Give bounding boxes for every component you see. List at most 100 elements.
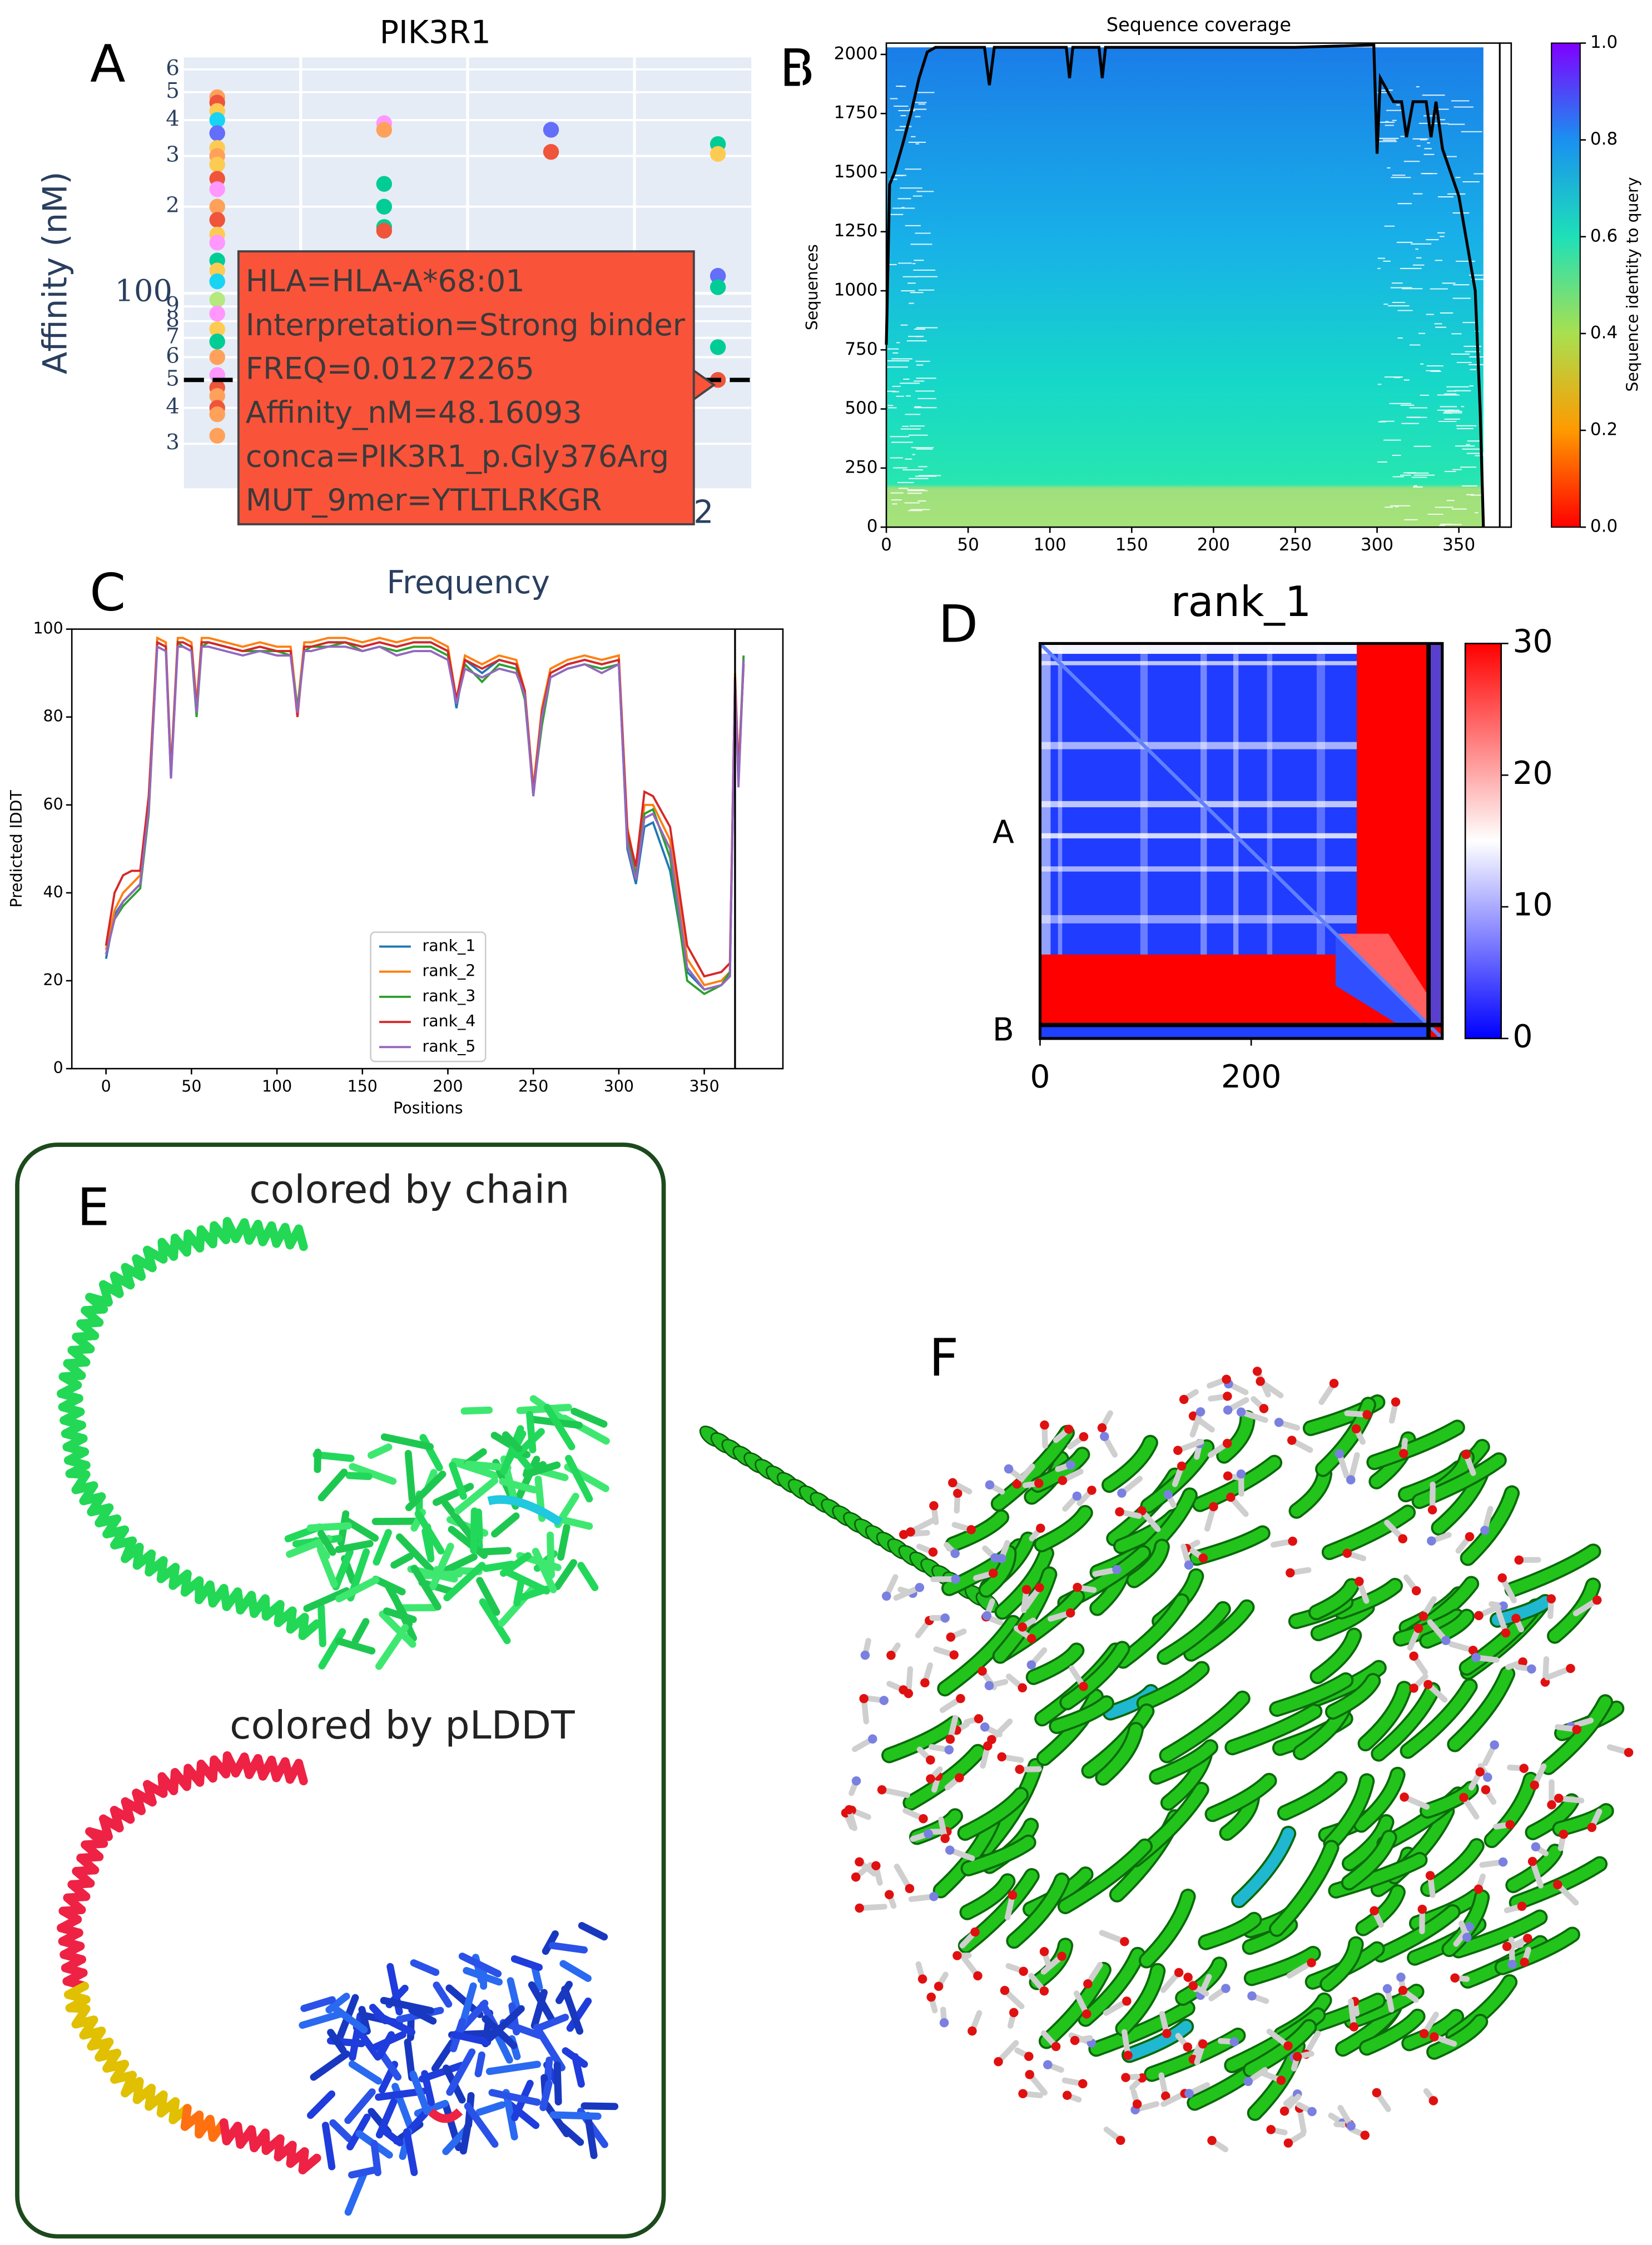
atom (1505, 1820, 1515, 1830)
tooltip-line: MUT_9mer=YTLTLRKGR (246, 483, 602, 518)
colorbar-tick-label: 1.0 (1590, 32, 1618, 52)
atom (940, 1613, 950, 1623)
y-tick-label: 2 (166, 193, 180, 218)
atom (1288, 1536, 1297, 1546)
domain-strand (560, 1516, 593, 1530)
ribbon (1194, 1457, 1281, 1510)
colorbar-tick-label: 30 (1512, 623, 1552, 660)
atom (1066, 1460, 1075, 1470)
domain-strand (463, 1966, 503, 1986)
point (710, 279, 726, 295)
x-axis-label: Positions (393, 1099, 463, 1117)
x-tick-label: 200 (1221, 1059, 1281, 1095)
atom (1342, 1548, 1352, 1558)
atom (1079, 1682, 1088, 1691)
domain-strand (547, 1531, 555, 1579)
x-tick-label: 200 (1197, 535, 1230, 555)
colorbar-tick-label: 0.8 (1590, 129, 1618, 149)
atom (1465, 1922, 1474, 1931)
y-tick-label: 0 (53, 1059, 63, 1077)
domain-strand (577, 1562, 599, 1591)
domain-strand (578, 1922, 608, 1941)
atom (1474, 1884, 1484, 1894)
domain-strand (317, 1468, 348, 1502)
atom (1112, 1564, 1122, 1575)
atom (984, 1681, 994, 1691)
domain-strand (390, 1552, 414, 1569)
atom (1362, 1410, 1372, 1419)
domain-strand (510, 1955, 543, 1971)
ribbon (1421, 1611, 1473, 1647)
atom (1566, 1663, 1575, 1673)
atom (1078, 2079, 1088, 2089)
atom (1236, 1469, 1246, 1479)
atom (926, 1992, 936, 2002)
ribbon (1462, 1487, 1518, 1564)
atom (1207, 2135, 1217, 2145)
atom (1026, 1660, 1036, 1670)
atom (1559, 1829, 1569, 1839)
atom (1490, 1740, 1499, 1750)
atom (1286, 1568, 1295, 1578)
y-tick-label: 0 (867, 516, 878, 537)
plot-frame (1038, 642, 1444, 1040)
atom (915, 1583, 925, 1592)
legend-box (370, 931, 487, 1062)
y-tick-label: 3 (166, 430, 180, 455)
atom (924, 1829, 933, 1839)
atom (1474, 1611, 1484, 1621)
domain-strand (559, 1960, 592, 1982)
point (710, 146, 726, 162)
ribbon (1090, 2002, 1193, 2055)
atom (1355, 1577, 1364, 1586)
domain-strand (353, 2024, 381, 2061)
y-tick-label: 8 (166, 307, 180, 332)
atom (1009, 2008, 1019, 2018)
domain-strand (475, 2101, 506, 2116)
domain-strand (410, 1959, 440, 1976)
atom (1465, 1532, 1475, 1542)
ribbon (1028, 1645, 1083, 1683)
domain-strand (303, 1587, 350, 1612)
atom (1497, 1573, 1507, 1583)
domain-strand (499, 2019, 544, 2039)
atom (1425, 1871, 1435, 1880)
point (209, 406, 225, 423)
domain-strand (443, 1562, 486, 1602)
domain-strand (345, 1472, 373, 1481)
ribbon (1036, 1507, 1091, 1551)
domain-strand (571, 2053, 585, 2088)
domain-strand (351, 1618, 370, 1645)
atom (1083, 1979, 1093, 1989)
domain-strand (414, 1510, 445, 1555)
ribbon (1361, 2010, 1423, 2054)
ribbon (1554, 1805, 1612, 1835)
atom (1123, 2050, 1133, 2060)
domain-strand (500, 1425, 524, 1476)
ribbon (1246, 1948, 1319, 1984)
atom (881, 1591, 891, 1601)
domain-strand (446, 2048, 476, 2096)
atom (940, 1834, 950, 1844)
domain-strand (329, 2119, 353, 2143)
atom (1021, 1585, 1031, 1595)
domain-strand (532, 1547, 557, 1593)
y-tick-label: 250 (845, 457, 877, 477)
domain-strand (332, 1548, 354, 1591)
point (209, 181, 225, 197)
point (209, 291, 225, 308)
atom (1360, 2130, 1370, 2140)
domain-strand (486, 2005, 525, 2042)
atom (1483, 1772, 1492, 1782)
pae-stripe (1040, 742, 1357, 749)
atom (877, 1785, 887, 1795)
ribbon (1486, 1774, 1537, 1846)
atom (1461, 1449, 1471, 1459)
point (376, 198, 393, 215)
domain-strand (494, 2033, 513, 2064)
domain-strand (348, 2060, 383, 2085)
tooltip-line: HLA=HLA-A*68:01 (246, 264, 525, 299)
y-tick-label: 3 (166, 142, 180, 167)
pae-stripe (1040, 833, 1357, 838)
y-tick-label: 2000 (834, 43, 878, 63)
